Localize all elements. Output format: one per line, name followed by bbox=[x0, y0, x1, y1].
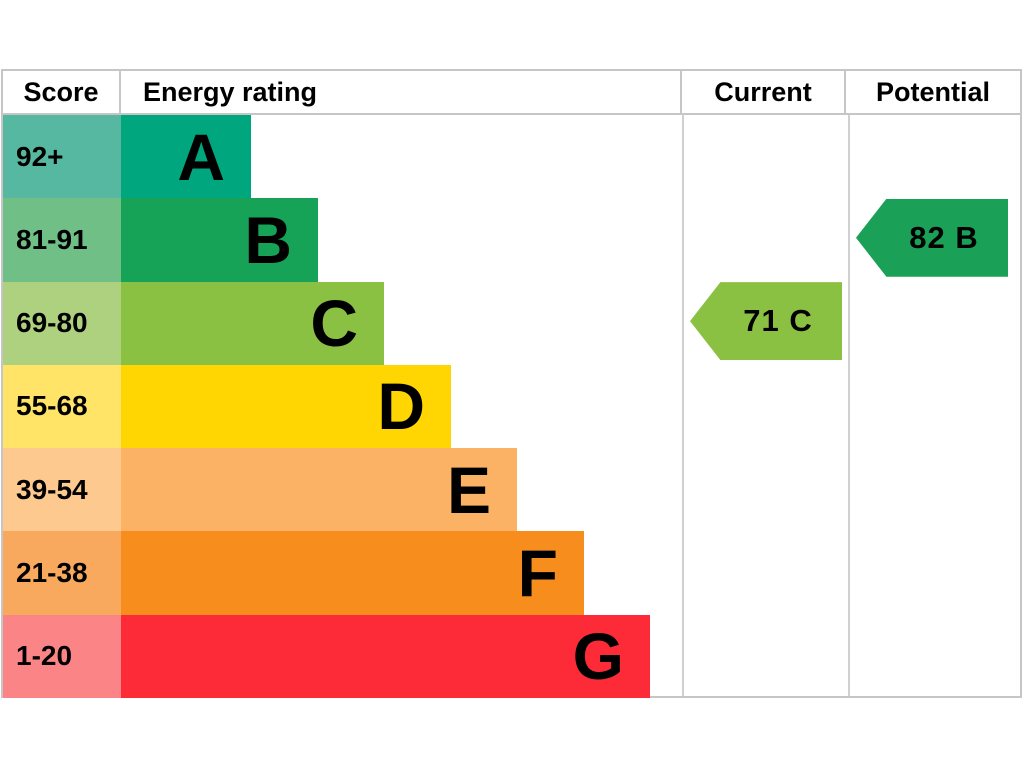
epc-band-row: 92+ A bbox=[3, 115, 1020, 199]
potential-rating-arrow: 82 B bbox=[856, 198, 1008, 277]
current-rating-arrow: 71 C bbox=[690, 282, 842, 361]
header-current: Current bbox=[682, 71, 846, 113]
rating-bar: C bbox=[121, 281, 384, 365]
score-range: 1-20 bbox=[3, 614, 121, 698]
score-range: 92+ bbox=[3, 115, 121, 199]
rating-letter: B bbox=[244, 202, 292, 277]
epc-band-row: 1-20 G bbox=[3, 614, 1020, 698]
epc-band-row: 21-38 F bbox=[3, 531, 1020, 615]
epc-band-row: 39-54 E bbox=[3, 448, 1020, 532]
score-range: 81-91 bbox=[3, 198, 121, 282]
rating-letter: G bbox=[572, 619, 624, 694]
epc-header-row: Score Energy rating Current Potential bbox=[3, 71, 1020, 115]
score-range: 21-38 bbox=[3, 531, 121, 615]
rating-letter: D bbox=[377, 369, 425, 444]
rating-letter: F bbox=[517, 536, 558, 611]
header-score: Score bbox=[3, 71, 121, 113]
current-rating-label: 71 C bbox=[743, 303, 813, 339]
rating-bar: D bbox=[121, 364, 451, 449]
rating-letter: E bbox=[446, 452, 491, 527]
rating-bar: A bbox=[121, 115, 251, 199]
rating-letter: C bbox=[310, 286, 358, 361]
column-divider-current bbox=[682, 115, 684, 696]
potential-rating-label: 82 B bbox=[909, 219, 979, 255]
epc-chart: Score Energy rating Current Potential 92… bbox=[1, 69, 1022, 698]
rating-bar: E bbox=[121, 448, 517, 532]
header-potential: Potential bbox=[875, 76, 990, 107]
epc-band-row: 55-68 D bbox=[3, 364, 1020, 449]
rating-bar: B bbox=[121, 198, 318, 282]
score-range: 69-80 bbox=[3, 281, 121, 365]
rating-bar: F bbox=[121, 531, 584, 615]
rating-letter: A bbox=[177, 119, 225, 194]
header-energy-rating: Energy rating bbox=[121, 71, 682, 113]
rating-bar: G bbox=[121, 614, 650, 698]
column-divider-potential bbox=[848, 115, 850, 696]
epc-band-row: 69-80 C bbox=[3, 281, 1020, 365]
epc-band-row: 81-91 B bbox=[3, 198, 1020, 282]
score-range: 39-54 bbox=[3, 448, 121, 532]
score-range: 55-68 bbox=[3, 364, 121, 449]
epc-table-body: 92+ A 81-91 B 69-80 C 55-68 D 39-54 E 21… bbox=[3, 115, 1020, 698]
